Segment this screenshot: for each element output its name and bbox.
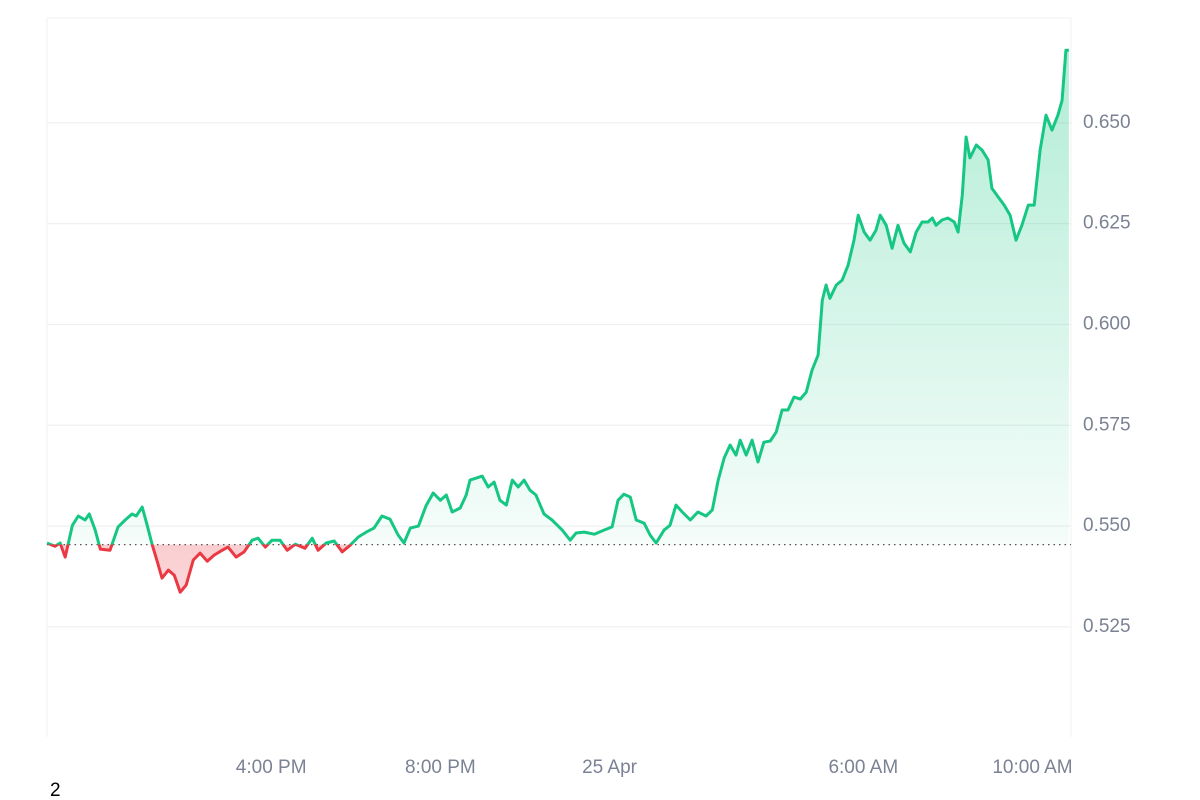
corner-label: 2 <box>50 780 61 800</box>
y-tick-label: 0.650 <box>1083 112 1131 133</box>
x-tick-label: 25 Apr <box>582 757 638 778</box>
price-line <box>46 48 1069 594</box>
y-tick-label: 0.525 <box>1083 616 1131 637</box>
x-tick-label: 4:00 PM <box>236 757 307 778</box>
x-tick-label: 10:00 AM <box>992 757 1072 778</box>
x-tick-label: 8:00 PM <box>405 757 476 778</box>
area <box>47 50 1069 593</box>
y-tick-label: 0.625 <box>1083 213 1131 234</box>
x-tick-label: 6:00 AM <box>828 757 898 778</box>
y-tick-label: 0.575 <box>1083 414 1131 435</box>
y-tick-label: 0.600 <box>1083 313 1131 334</box>
y-tick-label: 0.550 <box>1083 515 1131 536</box>
